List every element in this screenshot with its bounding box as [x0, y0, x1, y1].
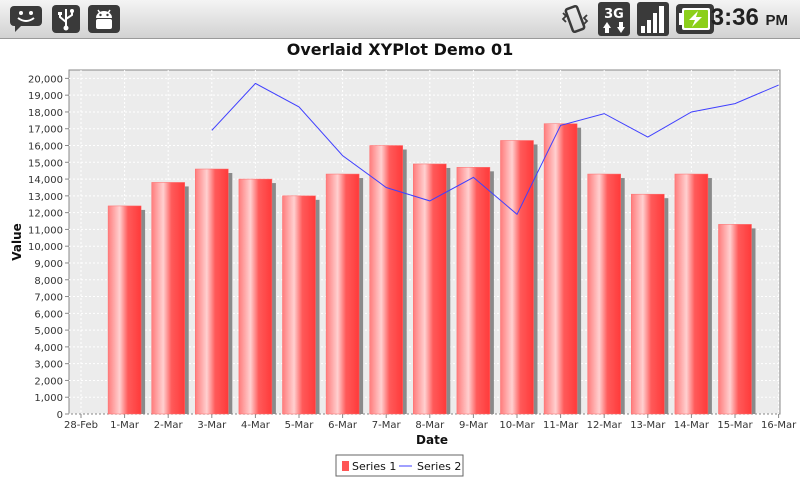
y-tick-label: 5,000: [34, 326, 63, 337]
bar: [369, 145, 403, 415]
y-tick-label: 10,000: [28, 242, 63, 253]
x-tick-label: 1-Mar: [110, 420, 140, 431]
bar: [587, 173, 621, 415]
clock: 3:36 PM: [711, 4, 788, 32]
x-tick-label: 10-Mar: [499, 420, 535, 431]
x-tick-label: 14-Mar: [674, 420, 710, 431]
x-tick-label: 5-Mar: [285, 420, 315, 431]
series-1-bars: [107, 123, 756, 415]
x-tick-label: 16-Mar: [761, 420, 797, 431]
legend-series-2-label: Series 2: [417, 460, 461, 473]
y-tick-label: 0: [57, 410, 63, 421]
bar: [456, 167, 491, 415]
y-tick-label: 12,000: [28, 209, 63, 220]
y-tick-label: 3,000: [34, 360, 63, 371]
signal-strength-icon: [637, 2, 669, 36]
x-tick-label: 15-Mar: [717, 420, 753, 431]
y-tick-label: 11,000: [28, 225, 63, 236]
y-tick-label: 4,000: [34, 343, 63, 354]
x-tick-label: 28-Feb: [64, 420, 98, 431]
clock-ampm: PM: [765, 12, 789, 29]
bar: [151, 182, 185, 415]
bar: [500, 140, 534, 415]
x-tick-label: 4-Mar: [241, 420, 271, 431]
x-tick-label: 12-Mar: [587, 420, 623, 431]
y-tick-label: 20,000: [28, 74, 63, 85]
bar: [195, 168, 229, 415]
y-tick-label: 6,000: [34, 309, 63, 320]
y-tick-label: 19,000: [28, 91, 63, 102]
x-tick-label: 13-Mar: [630, 420, 666, 431]
bar: [718, 224, 752, 415]
x-tick-label: 9-Mar: [459, 420, 489, 431]
x-tick-label: 2-Mar: [154, 420, 184, 431]
x-axis-label: Date: [416, 433, 448, 447]
bar: [282, 195, 316, 415]
y-axis: 0 1,000 2,000 3,000 4,000 5,000 6,000 7,000 8,00…: [28, 74, 69, 421]
y-tick-label: 18,000: [28, 108, 63, 119]
y-axis-label: Value: [10, 223, 24, 261]
legend-series-1-swatch: [342, 461, 349, 471]
svg-text:3G: 3G: [604, 7, 624, 22]
x-tick-label: 6-Mar: [328, 420, 358, 431]
legend: Series 1 Series 2: [335, 454, 464, 477]
android-debug-icon[interactable]: [88, 5, 120, 33]
xyplot-chart[interactable]: Overlaid XYPlot Demo 01 0 1,000 2,000 3,000…: [0, 39, 800, 480]
y-tick-label: 8,000: [34, 276, 63, 287]
y-tick-label: 16,000: [28, 142, 63, 153]
battery-charging-icon: [676, 4, 714, 34]
x-tick-label: 7-Mar: [372, 420, 402, 431]
y-tick-label: 7,000: [34, 293, 63, 304]
bar: [325, 173, 360, 415]
x-axis: 28-Feb 1-Mar 2-Mar 3-Mar 4-Mar 5-Mar 6-Mar 7-Ma…: [64, 414, 797, 431]
legend-series-1-label: Series 1: [352, 460, 396, 473]
y-tick-label: 15,000: [28, 158, 63, 169]
y-tick-label: 17,000: [28, 125, 63, 136]
bar: [107, 205, 142, 415]
y-tick-label: 13,000: [28, 192, 63, 203]
x-tick-label: 11-Mar: [543, 420, 579, 431]
usb-icon[interactable]: [52, 5, 80, 33]
x-tick-label: 8-Mar: [415, 420, 445, 431]
bar: [674, 173, 709, 415]
bar: [238, 178, 273, 415]
chart-title: Overlaid XYPlot Demo 01: [287, 40, 514, 59]
y-tick-label: 1,000: [34, 393, 63, 404]
chart-panel: Overlaid XYPlot Demo 01 0 1,000 2,000 3,000…: [0, 39, 800, 480]
bar: [543, 123, 578, 415]
clock-time: 3:36: [710, 4, 759, 31]
vibrate-icon: [561, 4, 589, 34]
bar: [413, 163, 447, 415]
series-2-line: [211, 82, 779, 216]
bar: [631, 193, 665, 415]
y-tick-label: 2,000: [34, 376, 63, 387]
y-tick-label: 14,000: [28, 175, 63, 186]
x-tick-label: 3-Mar: [197, 420, 227, 431]
status-bar: 3G 3:36 PM: [0, 0, 800, 39]
3g-data-icon: 3G: [598, 2, 630, 36]
y-tick-label: 9,000: [34, 259, 63, 270]
notification-chat-icon[interactable]: [9, 5, 43, 33]
